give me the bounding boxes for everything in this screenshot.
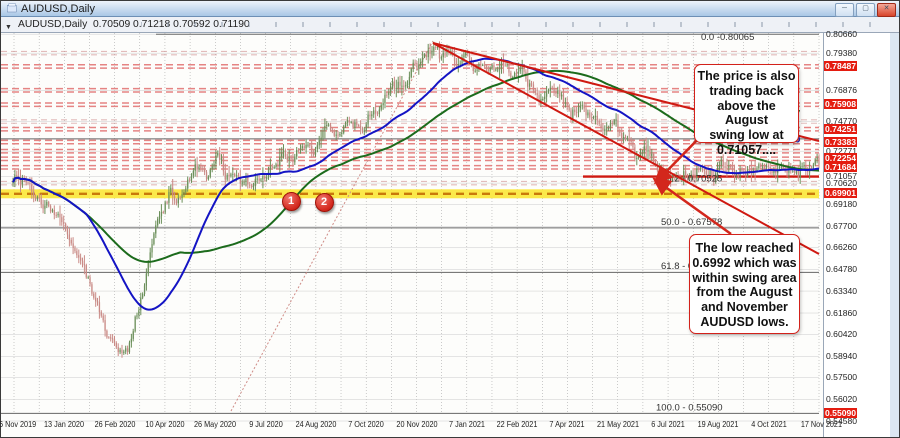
svg-text:0.0 -0.80065: 0.0 -0.80065 (701, 33, 754, 43)
svg-text:38.2 - 0.70525: 38.2 - 0.70525 (661, 174, 722, 185)
svg-text:100.0 - 0.55090: 100.0 - 0.55090 (656, 402, 723, 413)
